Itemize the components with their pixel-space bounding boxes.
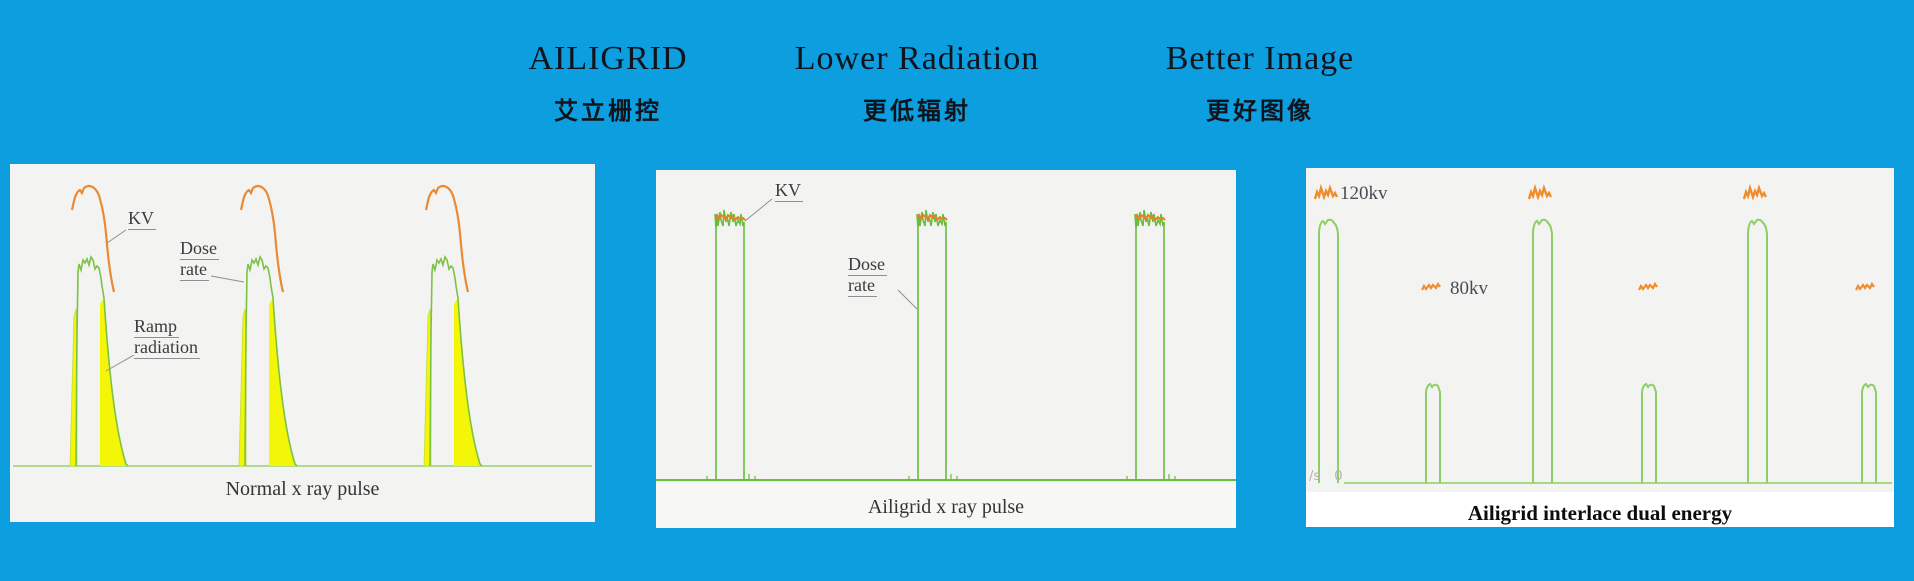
normal-pulse-waveform (13, 184, 592, 467)
panel-normal-x-ray-pulse: KV Dose rate Ramp radiation Normal x ray… (10, 164, 595, 522)
panel-caption-ailigrid: Ailigrid x ray pulse (867, 496, 1025, 518)
kv-label: KV (775, 180, 803, 202)
panel-caption-normal: Normal x ray pulse (225, 478, 380, 500)
ramp-radiation-label: Ramp radiation (134, 316, 200, 359)
scope-residue-text: /s 0 (1309, 469, 1343, 484)
claim-subtitle-better-image: 更好图像 (1206, 97, 1314, 125)
high-kv-label: 120kv (1340, 183, 1388, 204)
claim-title-better-image: Better Image (1165, 40, 1355, 77)
ailigrid-pulse-waveform (656, 198, 1236, 528)
panel-caption-interlace: Ailigrid interlace dual energy (1467, 501, 1733, 525)
header-item-better-image: Better Image 更好图像 (1166, 40, 1355, 126)
kv-label: KV (128, 208, 156, 230)
dose-rate-label: Dose rate (180, 238, 219, 281)
brand-subtitle: 艾立栅控 (553, 97, 662, 125)
low-kv-label: 80kv (1450, 278, 1488, 299)
panel-ailigrid-x-ray-pulse: KV Dose rate Ailigrid x ray pulse (656, 170, 1236, 528)
claim-title-lower-radiation: Lower Radiation (794, 40, 1040, 77)
header-item-ailigrid: AILIGRID 艾立栅控 (528, 40, 687, 126)
brand-title: AILIGRID (528, 40, 688, 77)
dose-rate-label: Dose rate (848, 254, 887, 297)
claim-subtitle-lower-radiation: 更低辐射 (863, 97, 971, 125)
header-item-lower-radiation: Lower Radiation 更低辐射 (795, 40, 1039, 126)
panel-interlace-dual-energy: 120kv 80kv /s 0 Ailigrid interlace dual … (1306, 168, 1894, 527)
interlace-dual-energy-waveform (1306, 168, 1894, 492)
